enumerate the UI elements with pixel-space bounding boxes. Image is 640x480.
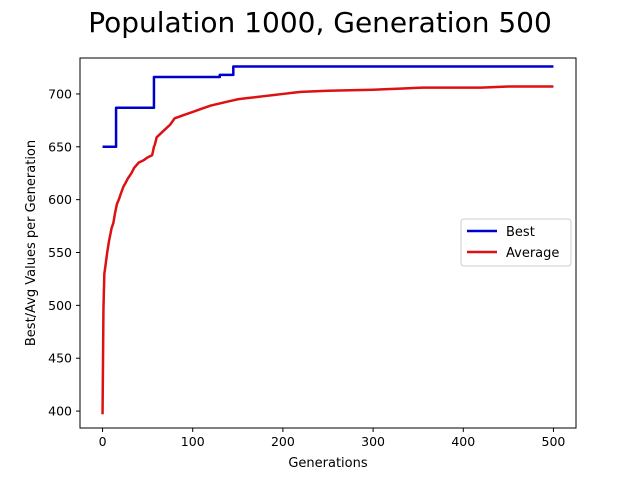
y-axis-ticks: 400 450 500 550 600 650 700: [48, 86, 80, 419]
y-tick-label: 600: [48, 192, 72, 207]
series-layer: [101, 65, 554, 415]
y-tick-label: 400: [48, 404, 72, 419]
x-tick-label: 500: [542, 434, 566, 449]
y-tick-label: 550: [48, 245, 72, 260]
x-axis-ticks: 0 100 200 300 400 500: [99, 428, 566, 449]
x-tick-label: 0: [99, 434, 107, 449]
y-tick-label: 500: [48, 298, 72, 313]
y-tick-label: 650: [48, 139, 72, 154]
series-line-average: [101, 85, 554, 415]
legend: Best Average: [460, 218, 572, 267]
x-tick-label: 400: [451, 434, 475, 449]
y-tick-label: 700: [48, 86, 72, 101]
x-tick-label: 100: [181, 434, 205, 449]
chart-title: Population 1000, Generation 500: [88, 6, 552, 39]
x-axis-label: Generations: [288, 456, 368, 471]
series-line-best: [102, 65, 554, 149]
x-tick-label: 300: [361, 434, 385, 449]
legend-label-best: Best: [506, 225, 535, 240]
legend-label-average: Average: [506, 246, 559, 261]
y-axis-label: Best/Avg Values per Generation: [24, 140, 39, 346]
plot-area: [79, 57, 577, 429]
y-tick-label: 450: [48, 351, 72, 366]
x-tick-label: 200: [271, 434, 295, 449]
